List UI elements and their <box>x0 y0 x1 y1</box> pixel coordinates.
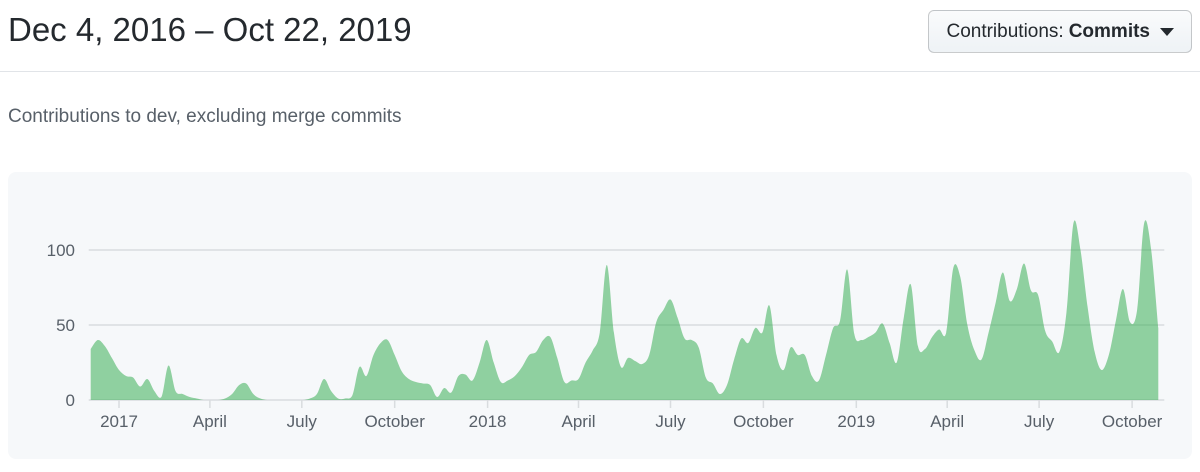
page-title: Dec 4, 2016 – Oct 22, 2019 <box>8 11 412 48</box>
x-axis-label: July <box>1024 412 1055 431</box>
x-axis-label: April <box>193 412 227 431</box>
y-axis-label: 100 <box>47 241 75 260</box>
contributions-filter-label: Contributions: <box>946 20 1064 42</box>
x-axis-label: 2017 <box>100 412 138 431</box>
y-axis-label: 0 <box>66 391 75 410</box>
contributions-filter-value: Commits <box>1068 20 1150 42</box>
contributions-chart-card: 0 50 100 2017 April July October 2018 April July O… <box>8 172 1192 459</box>
y-axis-label: 50 <box>56 316 75 335</box>
chart-subtitle: Contributions to dev, excluding merge co… <box>8 106 402 127</box>
x-axis-label: July <box>655 412 686 431</box>
x-axis-label: October <box>1102 412 1163 431</box>
x-axis-label: April <box>561 412 595 431</box>
x-axis-label: July <box>287 412 318 431</box>
contributions-area-chart[interactable]: 0 50 100 2017 April July October 2018 April July O… <box>8 172 1192 459</box>
contributions-filter-button[interactable]: Contributions: Commits <box>928 10 1192 53</box>
x-axis-label: October <box>364 412 425 431</box>
x-axis-label: April <box>930 412 964 431</box>
commits-area-series <box>90 220 1159 400</box>
x-axis-label: 2018 <box>469 412 507 431</box>
dropdown-caret-icon <box>1160 27 1174 36</box>
x-axis-label: October <box>733 412 794 431</box>
header-divider <box>0 71 1200 72</box>
x-axis-label: 2019 <box>837 412 875 431</box>
